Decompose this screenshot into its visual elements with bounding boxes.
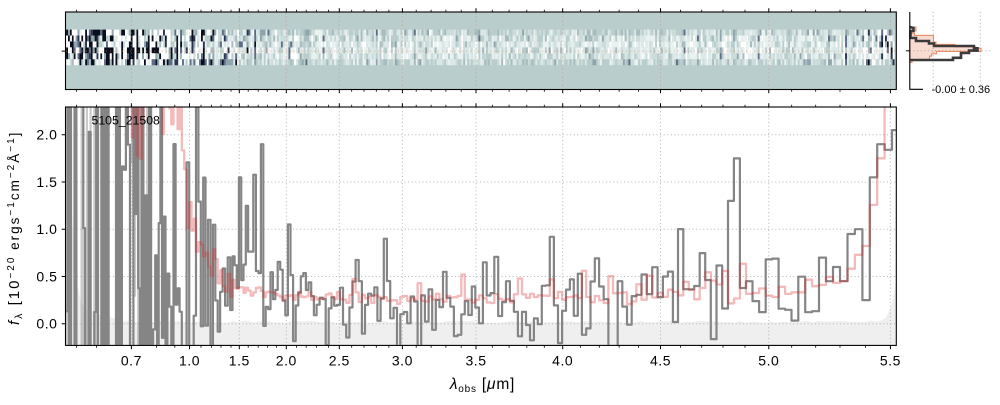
svg-text:2.0: 2.0 <box>36 127 57 143</box>
svg-text:5.0: 5.0 <box>758 353 779 369</box>
svg-text:2.0: 2.0 <box>276 353 297 369</box>
svg-text:1.0: 1.0 <box>36 221 57 237</box>
svg-text:fλ [10−20 ergs−1cm−2Å−1]: fλ [10−20 ergs−1cm−2Å−1] <box>6 131 25 325</box>
svg-text:3.0: 3.0 <box>392 353 413 369</box>
svg-text:4.5: 4.5 <box>650 353 671 369</box>
svg-text:5105_21508: 5105_21508 <box>92 114 161 128</box>
svg-text:1.0: 1.0 <box>179 353 200 369</box>
svg-text:5.5: 5.5 <box>880 353 901 369</box>
svg-text:1.5: 1.5 <box>36 174 57 190</box>
svg-text:1.5: 1.5 <box>229 353 250 369</box>
svg-text:λobs [μm]: λobs [μm] <box>449 376 515 395</box>
svg-text:-0.00 ± 0.36: -0.00 ± 0.36 <box>932 84 991 96</box>
svg-text:0.0: 0.0 <box>36 316 57 332</box>
svg-text:3.5: 3.5 <box>465 353 486 369</box>
svg-text:2.5: 2.5 <box>329 353 350 369</box>
svg-text:0.5: 0.5 <box>36 268 57 284</box>
svg-text:0.7: 0.7 <box>121 353 142 369</box>
svg-text:4.0: 4.0 <box>552 353 573 369</box>
